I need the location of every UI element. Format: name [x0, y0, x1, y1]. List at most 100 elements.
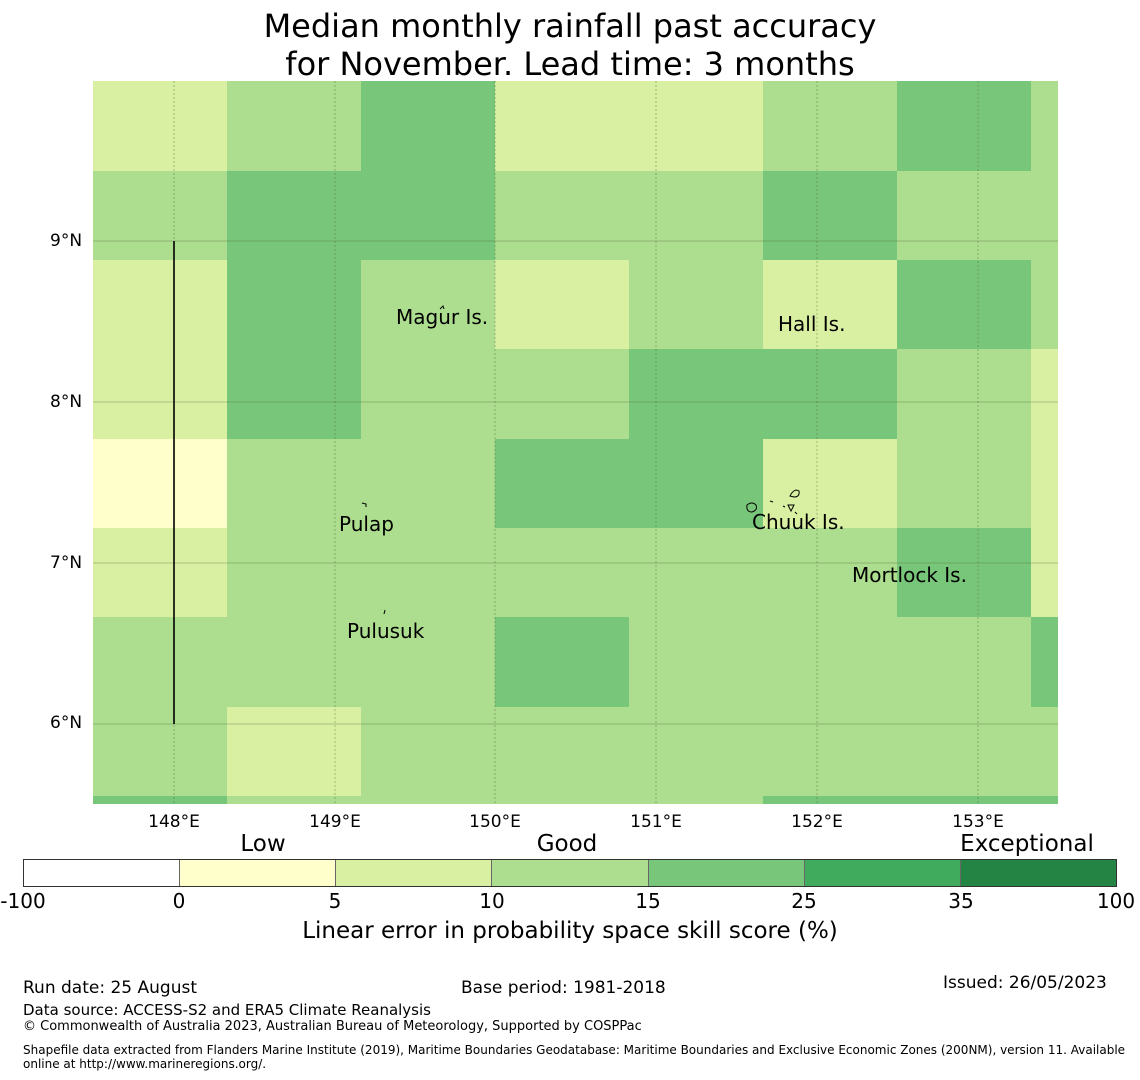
place-label-magur: Magur Is. — [396, 305, 489, 329]
lon-label-151e: 151°E — [630, 812, 682, 832]
skill-grid-cell — [227, 349, 361, 439]
colorbar-tick: 0 — [172, 889, 186, 913]
skill-grid-cell — [897, 260, 1031, 349]
colorbar-tick: 5 — [328, 889, 342, 913]
colorbar — [23, 859, 1117, 887]
skill-grid-cell — [629, 171, 763, 260]
lon-label-153e: 153°E — [952, 812, 1004, 832]
colorbar-tick: 10 — [479, 889, 505, 913]
lat-label-6n: 6°N — [50, 713, 83, 733]
skill-grid-cell — [93, 528, 227, 617]
skill-grid-cell — [763, 171, 897, 260]
skill-grid-cell — [495, 796, 629, 804]
skill-grid-cell — [1031, 81, 1058, 171]
skill-grid-cell — [763, 617, 897, 707]
place-label-pulusuk: Pulusuk — [347, 619, 425, 643]
skill-grid — [93, 81, 1058, 804]
skill-grid-cell — [897, 439, 1031, 528]
skill-grid-cell — [227, 81, 361, 171]
colorbar-tick: -100 — [0, 889, 46, 913]
skill-grid-cell — [897, 796, 1031, 804]
skill-grid-cell — [495, 260, 629, 349]
lon-label-149e: 149°E — [309, 812, 361, 832]
skill-grid-cell — [763, 439, 897, 528]
skill-grid-cell — [897, 707, 1031, 796]
colorbar-segment-0-5 — [180, 860, 337, 886]
skill-grid-cell — [93, 439, 227, 528]
skill-grid-cell — [93, 796, 227, 804]
skill-grid-cell — [227, 528, 361, 617]
skill-grid-cell — [227, 260, 361, 349]
island-outlines — [361, 305, 800, 615]
colorbar-segment-15-25 — [648, 860, 805, 886]
place-label-mortlock: Mortlock Is. — [852, 563, 967, 587]
skill-grid-cell — [629, 349, 763, 439]
colorbar-segment-35-100 — [960, 860, 1116, 886]
skill-grid-cell — [93, 260, 227, 349]
base-period: Base period: 1981-2018 — [461, 978, 666, 998]
skill-grid-cell — [495, 81, 629, 171]
colorbar-segment-neg100-0 — [24, 860, 181, 886]
skill-grid-cell — [763, 349, 897, 439]
skill-grid-cell — [629, 707, 763, 796]
skill-grid-cell — [897, 171, 1031, 260]
skill-grid-cell — [629, 617, 763, 707]
shapefile-credit: Shapefile data extracted from Flanders M… — [23, 1043, 1126, 1071]
skill-grid-cell — [629, 81, 763, 171]
skill-grid-cell — [629, 439, 763, 528]
colorbar-tick: 35 — [948, 889, 974, 913]
data-source-note: Data source: ACCESS-S2 and ERA5 Climate … — [23, 1001, 431, 1019]
skill-grid-cell — [1031, 707, 1058, 796]
skill-grid-cell — [629, 528, 763, 617]
issued-date: Issued: 26/05/2023 — [943, 973, 1107, 993]
skill-grid-cell — [93, 707, 227, 796]
skill-grid-cell — [361, 81, 495, 171]
lon-label-152e: 152°E — [791, 812, 843, 832]
skill-grid-cell — [93, 171, 227, 260]
skill-grid-cell — [897, 528, 1031, 617]
lon-label-148e: 148°E — [148, 812, 200, 832]
pulusuk-island-shape — [383, 609, 386, 615]
place-label-pulap: Pulap — [339, 512, 394, 536]
skill-grid-cell — [629, 260, 763, 349]
pulap-island-shape — [361, 502, 367, 507]
skill-grid-cell — [361, 796, 495, 804]
lon-label-150e: 150°E — [469, 812, 521, 832]
skill-grid-cell — [1031, 260, 1058, 349]
skill-grid-cell — [763, 528, 897, 617]
skill-grid-cell — [897, 617, 1031, 707]
place-label-hall: Hall Is. — [778, 312, 846, 336]
skill-grid-cell — [495, 528, 629, 617]
run-date: Run date: 25 August — [23, 978, 197, 998]
category-low: Low — [240, 831, 286, 857]
map-title-line2: for November. Lead time: 3 months — [285, 45, 855, 83]
skill-grid-cell — [227, 171, 361, 260]
skill-grid-cell — [93, 617, 227, 707]
skill-grid-cell — [1031, 439, 1058, 528]
skill-map — [93, 81, 1058, 804]
skill-grid-cell — [93, 349, 227, 439]
map-title-line1: Median monthly rainfall past accuracy — [263, 7, 877, 45]
skill-grid-cell — [227, 439, 361, 528]
chuuk-lagoon-shape — [746, 489, 800, 515]
category-good: Good — [536, 831, 598, 857]
skill-grid-cell — [361, 439, 495, 528]
lat-label-8n: 8°N — [50, 392, 83, 412]
skill-grid-cell — [1031, 528, 1058, 617]
colorbar-label: Linear error in probability space skill … — [302, 918, 838, 944]
skill-grid-cell — [93, 81, 227, 171]
skill-grid-cell — [361, 707, 495, 796]
skill-grid-cell — [763, 707, 897, 796]
lat-label-7n: 7°N — [50, 553, 83, 573]
skill-grid-cell — [1031, 617, 1058, 707]
skill-grid-cell — [227, 796, 361, 804]
skill-grid-cell — [361, 171, 495, 260]
colorbar-tick: 15 — [635, 889, 661, 913]
skill-grid-cell — [227, 617, 361, 707]
colorbar-segment-10-15 — [492, 860, 649, 886]
colorbar-tick: 100 — [1096, 889, 1136, 913]
skill-grid-cell — [495, 349, 629, 439]
skill-grid-cell — [495, 171, 629, 260]
skill-grid-cell — [763, 260, 897, 349]
lat-label-9n: 9°N — [50, 231, 83, 251]
